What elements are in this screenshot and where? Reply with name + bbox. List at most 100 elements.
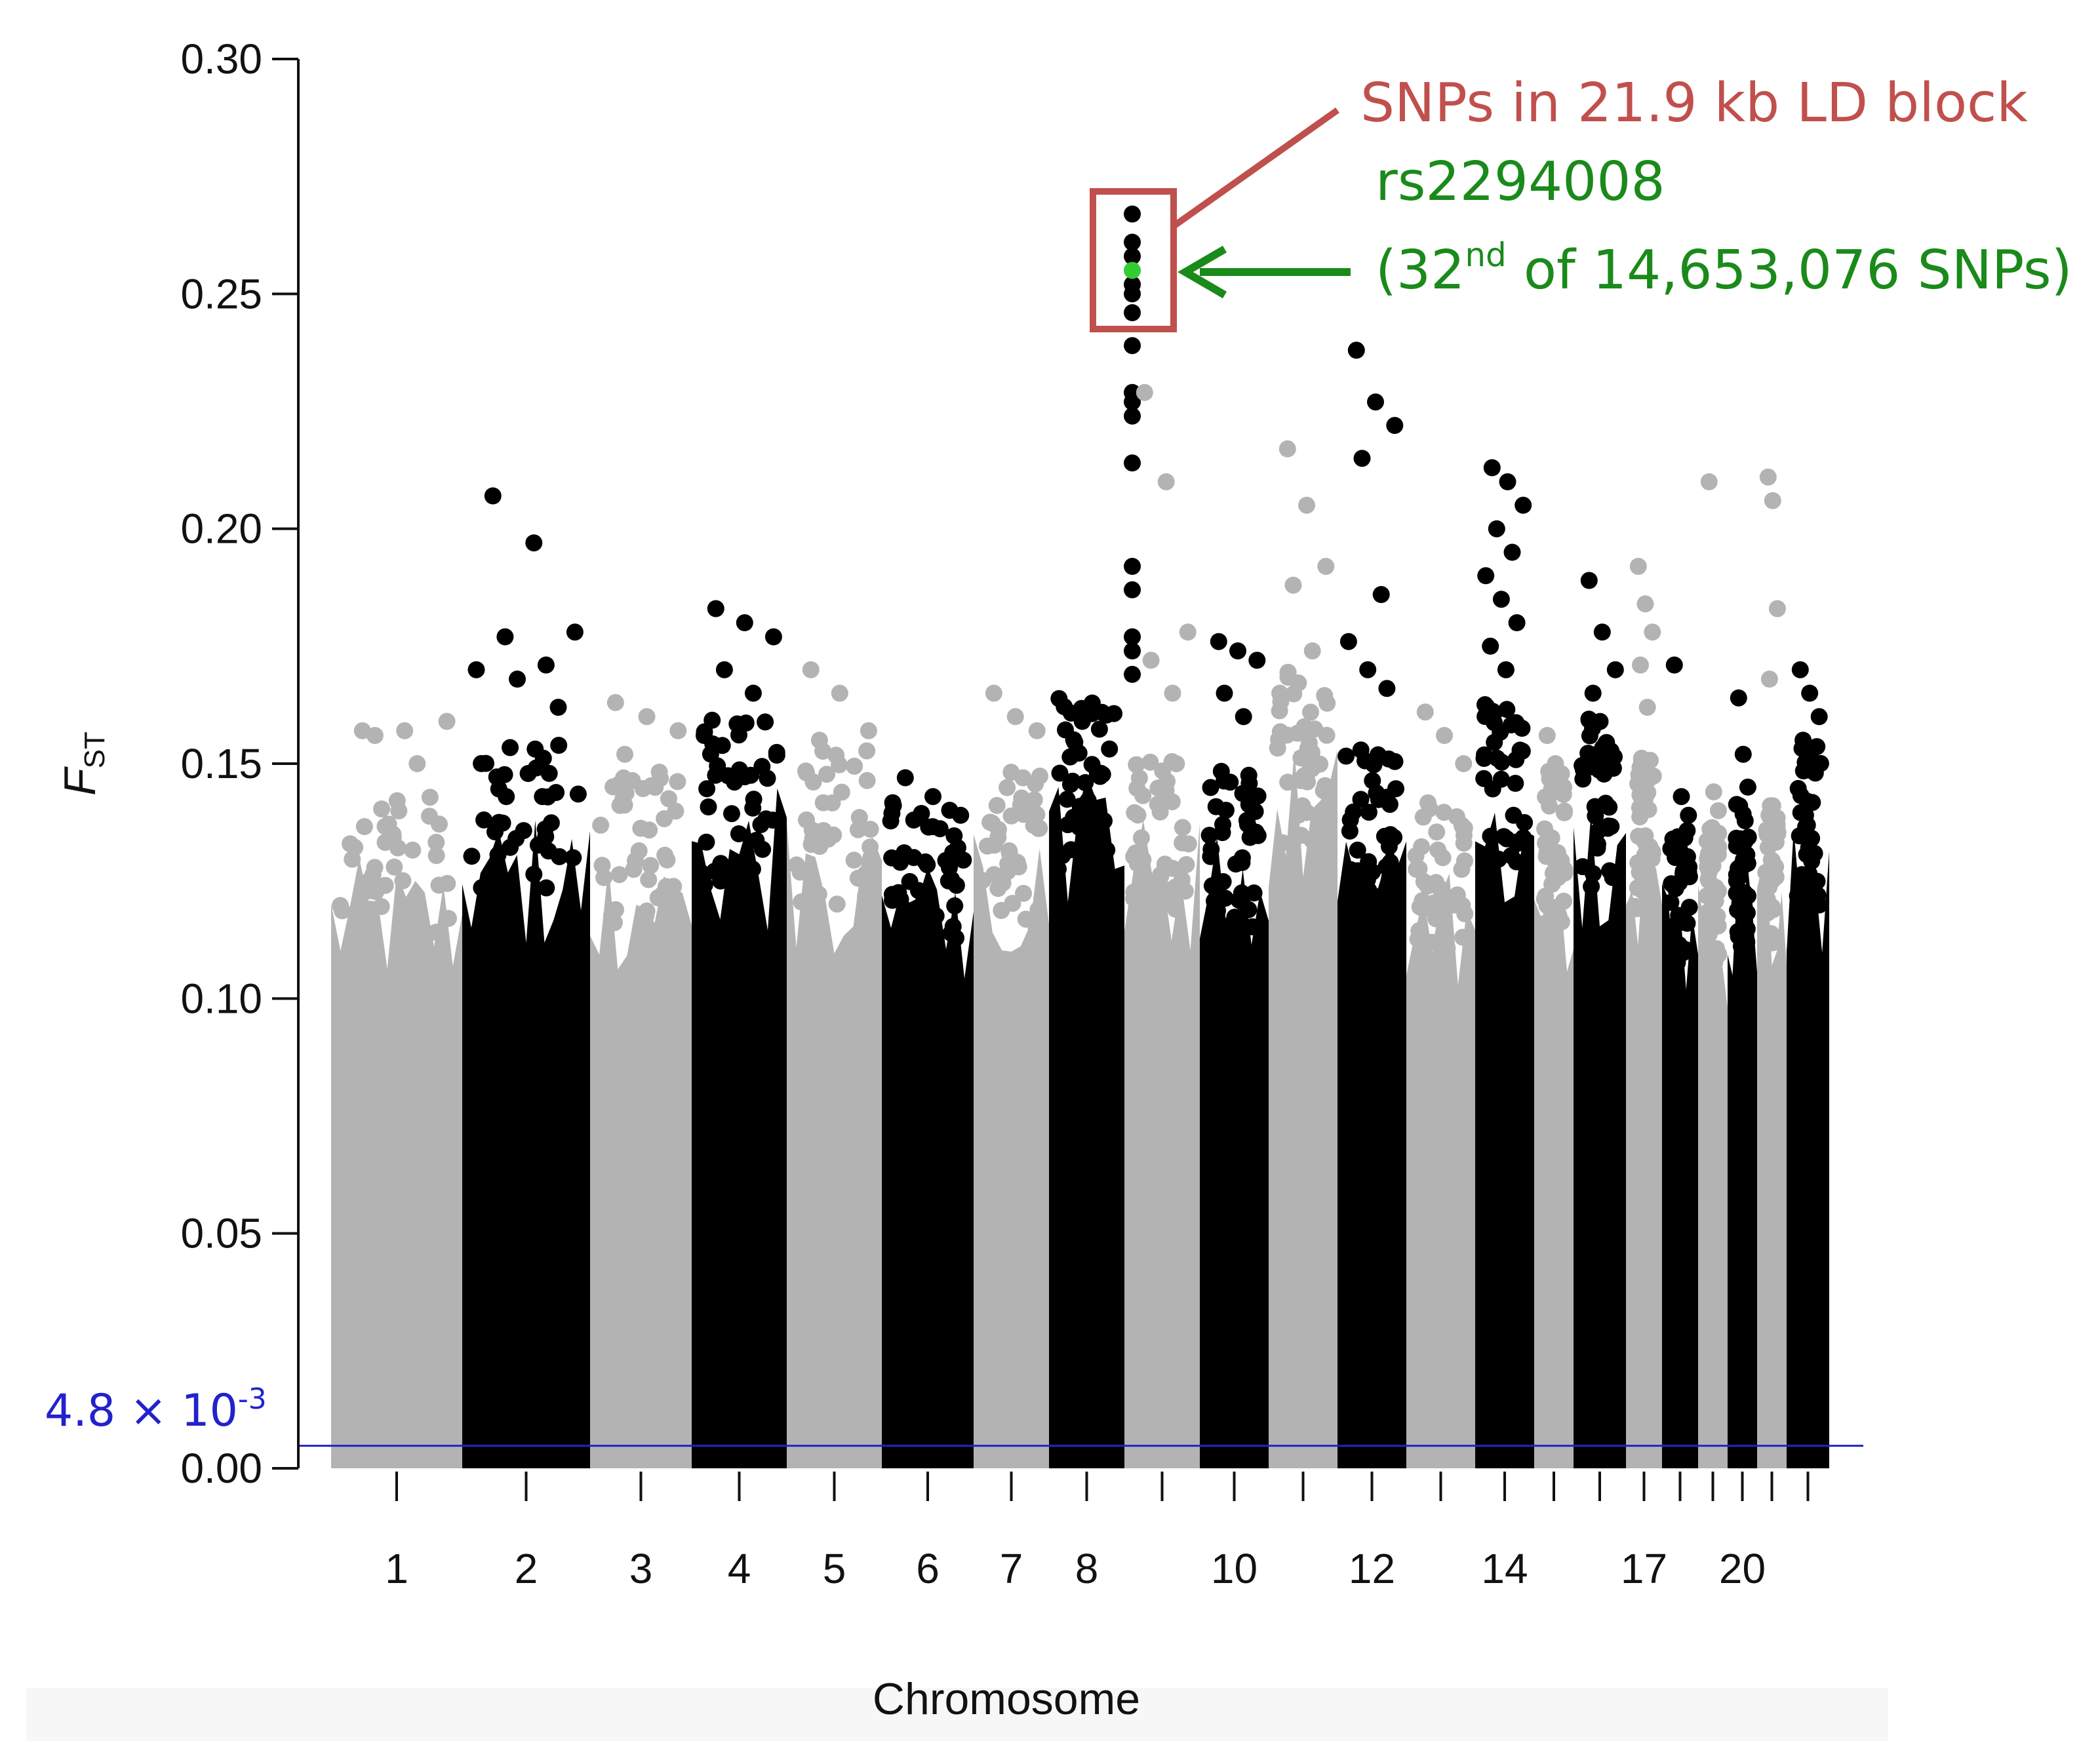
snp-point <box>496 766 513 783</box>
snp-point <box>1065 731 1082 749</box>
snp-point <box>1490 850 1507 868</box>
snp-outlier-point <box>1124 233 1141 251</box>
snp-point <box>1507 775 1524 792</box>
snp-point <box>427 924 445 941</box>
snp-point <box>942 924 960 942</box>
snp-outlier-point <box>467 661 485 678</box>
snp-point <box>1128 756 1145 773</box>
snp-outlier-point <box>1482 637 1499 655</box>
snp-point <box>1543 876 1561 893</box>
snp-point <box>927 907 945 925</box>
bottom-band <box>26 1688 1888 1741</box>
snp-point <box>747 832 765 849</box>
snp-outlier-point <box>1229 642 1246 659</box>
snp-point <box>907 929 924 947</box>
snp-point <box>1455 834 1473 852</box>
snp-point <box>759 770 776 787</box>
snp-point <box>654 885 672 903</box>
snp-outlier-point <box>1759 468 1777 486</box>
snp-outlier-point <box>1248 652 1266 669</box>
snp-point <box>1416 900 1433 918</box>
snp-point <box>390 802 408 819</box>
snp-point <box>1062 841 1080 859</box>
snp-outlier-point <box>1124 581 1141 598</box>
ld-block-label: SNPs in 21.9 kb LD block <box>1360 72 2028 134</box>
snp-point <box>1796 806 1814 824</box>
snp-outlier-point <box>1353 450 1371 467</box>
snp-point <box>1352 741 1370 759</box>
snp-outlier-point <box>566 623 584 641</box>
x-axis: 1 2 3 4 5 6 7 8 10 12 14 17 20 <box>385 1472 1810 1592</box>
snp-point <box>1279 773 1297 791</box>
snp-point <box>625 861 643 878</box>
snp-point <box>1674 863 1692 880</box>
snp-point <box>1434 849 1452 867</box>
snp-point <box>1454 817 1471 835</box>
snp-outlier-point <box>1416 703 1434 721</box>
snp-outlier-point <box>1508 614 1526 631</box>
snp-point <box>1421 800 1438 817</box>
snp-point <box>1298 804 1316 821</box>
snp-point <box>656 810 673 827</box>
snp-point <box>1240 796 1258 813</box>
snp-point <box>1798 792 1816 810</box>
snp-outlier-point <box>366 727 384 744</box>
snp-point <box>757 713 774 731</box>
snp-outlier-point <box>764 628 782 646</box>
snp-point <box>660 790 677 808</box>
snp-point <box>376 876 394 894</box>
snp-point <box>1484 780 1501 798</box>
chromosome-20-body <box>1728 861 1757 1468</box>
y-tick-label: 0.20 <box>180 505 262 553</box>
snp-point <box>1058 791 1076 808</box>
snp-point <box>1549 844 1566 861</box>
snp-outlier-point <box>616 745 633 763</box>
snp-point <box>1591 713 1609 730</box>
snp-point <box>1233 853 1251 871</box>
snp-point <box>1704 857 1722 874</box>
snp-point <box>1423 933 1440 951</box>
snp-point <box>1357 890 1374 907</box>
snp-point <box>473 754 490 772</box>
snp-point <box>487 859 504 877</box>
snp-point <box>1096 812 1113 830</box>
snp-point <box>500 899 518 917</box>
snp-outlier-point <box>1124 285 1141 303</box>
snp-point <box>1791 827 1808 845</box>
chromosome-1-body <box>331 858 462 1468</box>
snp-point <box>846 757 863 775</box>
snp-point <box>946 897 964 914</box>
snp-point <box>569 785 587 803</box>
snp-point <box>1555 892 1573 910</box>
snp-point <box>1299 739 1317 757</box>
snp-point <box>1083 756 1101 773</box>
snp-point <box>1631 808 1649 826</box>
snp-point <box>1670 936 1688 953</box>
snp-point <box>404 841 422 859</box>
snp-point <box>1015 884 1032 902</box>
y-tick-label: 0.15 <box>180 740 262 787</box>
snp-point <box>1376 827 1393 845</box>
ld-block-leader-line <box>1172 107 1339 229</box>
snp-outlier-point <box>496 628 514 646</box>
snp-point <box>1600 798 1618 816</box>
chromosome-13-body <box>1406 873 1475 1468</box>
snp-point <box>1382 895 1400 912</box>
snp-point <box>643 777 660 794</box>
snp-point <box>1574 770 1592 788</box>
snp-point <box>1065 808 1082 826</box>
threshold-label-base: 4.8 × 10 <box>45 1385 238 1437</box>
snp-outlier-point <box>669 722 687 739</box>
snp-point <box>1173 871 1191 889</box>
y-axis-title-sub: ST <box>79 732 111 768</box>
snp-point <box>915 893 932 911</box>
snp-point <box>1202 840 1220 858</box>
snp-point <box>1163 793 1181 811</box>
snp-outlier-point <box>1124 337 1141 355</box>
chromosome-6-body <box>882 867 974 1468</box>
snp-outlier-point <box>1794 732 1812 749</box>
snp-outlier-point <box>1580 572 1598 589</box>
snp-point <box>999 779 1016 796</box>
snp-point <box>698 780 716 798</box>
snp-point <box>1583 878 1600 895</box>
